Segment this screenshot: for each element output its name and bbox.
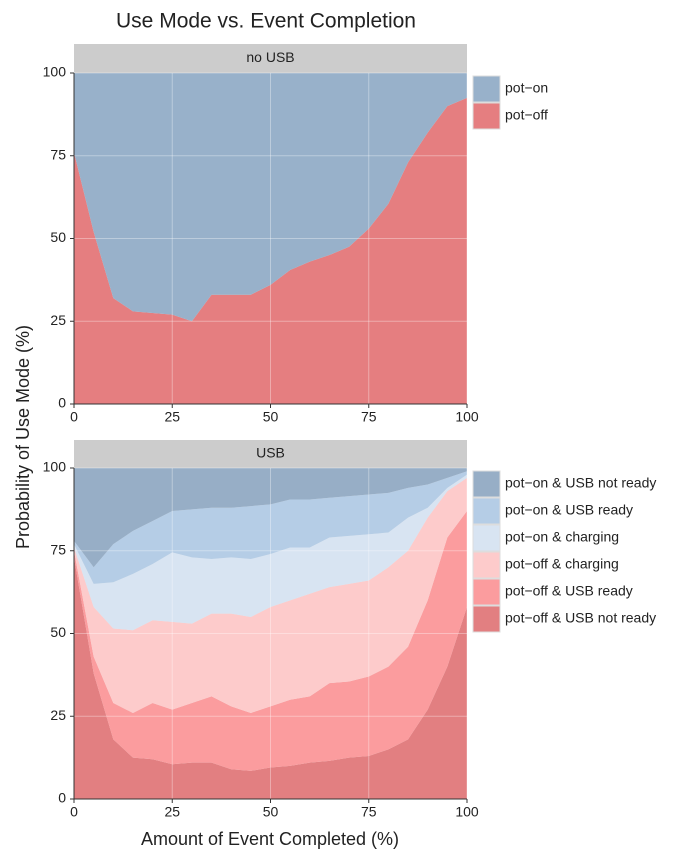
x-tick-label: 50 — [263, 804, 279, 820]
y-tick-label: 0 — [58, 790, 66, 806]
x-tick-label: 100 — [455, 409, 479, 425]
y-tick-label: 25 — [50, 707, 66, 723]
y-tick-label: 50 — [50, 229, 66, 245]
legend-label: pot−on & USB ready — [505, 502, 633, 518]
legend-swatch — [472, 102, 501, 130]
legend-label: pot−off — [505, 107, 548, 123]
area — [74, 557, 467, 799]
x-tick-label: 75 — [361, 409, 377, 425]
y-tick-label: 75 — [50, 146, 66, 162]
x-tick-label: 25 — [164, 804, 180, 820]
area — [74, 468, 467, 568]
y-tick-label: 50 — [50, 624, 66, 640]
strip — [74, 440, 467, 468]
legend-label: pot−on & USB not ready — [505, 475, 656, 491]
area — [74, 511, 467, 771]
x-tick-label: 100 — [455, 804, 479, 820]
panel-title: USB — [256, 445, 285, 461]
x-tick-label: 0 — [70, 409, 78, 425]
legend-swatch — [472, 75, 501, 103]
x-tick-label: 75 — [361, 804, 377, 820]
area — [74, 474, 467, 631]
area — [74, 97, 467, 404]
y-tick-label: 100 — [43, 459, 67, 475]
legend-swatch — [472, 551, 501, 579]
y-tick-label: 100 — [43, 64, 67, 80]
legend-label: pot−off & USB not ready — [505, 610, 656, 626]
strip — [74, 44, 467, 73]
y-tick-label: 25 — [50, 312, 66, 328]
x-tick-label: 0 — [70, 804, 78, 820]
legend-swatch — [472, 605, 501, 633]
legend-label: pot−off & USB ready — [505, 583, 633, 599]
y-tick-label: 75 — [50, 541, 66, 557]
panel-title: no USB — [246, 49, 294, 65]
legend-swatch — [472, 470, 501, 498]
x-axis-title: Amount of Event Completed (%) — [141, 829, 399, 849]
legend-label: pot−on — [505, 80, 548, 96]
area — [74, 477, 467, 713]
chart-title: Use Mode vs. Event Completion — [116, 10, 416, 33]
area — [74, 73, 467, 322]
legend-swatch — [472, 524, 501, 552]
x-tick-label: 50 — [263, 409, 279, 425]
y-axis-title: Probability of Use Mode (%) — [13, 325, 33, 549]
area — [74, 471, 467, 584]
legend-swatch — [472, 578, 501, 606]
legend-swatch — [472, 497, 501, 525]
y-tick-label: 0 — [58, 395, 66, 411]
legend-label: pot−off & charging — [505, 556, 619, 572]
x-tick-label: 25 — [164, 409, 180, 425]
legend-label: pot−on & charging — [505, 529, 619, 545]
